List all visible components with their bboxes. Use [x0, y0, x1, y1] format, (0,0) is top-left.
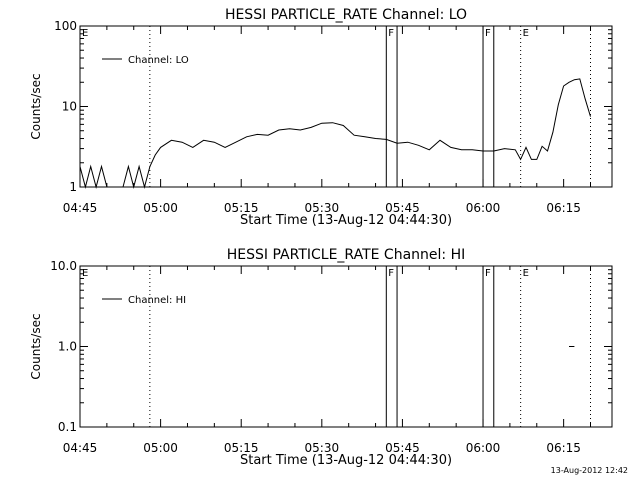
panel-1-x-axis-label: Start Time (13-Aug-12 04:44:30)	[240, 213, 452, 228]
panel-2-x-tick-label: 05:45	[385, 441, 420, 455]
panel-1-x-tick-label: 05:00	[143, 201, 178, 215]
panel-2-marker-label: F	[485, 268, 491, 279]
panel-1-plot-frame	[79, 25, 613, 188]
footer-timestamp: 13-Aug-2012 12:42	[550, 466, 628, 475]
panel-1-x-tick-label: 05:15	[224, 201, 259, 215]
panel-2-x-tick-label: 06:15	[546, 441, 581, 455]
panel-1-x-tick-label: 05:30	[305, 201, 340, 215]
panel-2-x-tick-label: 05:00	[143, 441, 178, 455]
panel-2-title: HESSI PARTICLE_RATE Channel: HI	[227, 247, 465, 263]
panel-2-x-tick-label: 04:45	[63, 441, 98, 455]
panel-1-y-axis-label: Counts/sec	[29, 73, 43, 139]
panel-1-legend-label: Channel: LO	[128, 55, 189, 66]
panel-1-marker-label: E	[82, 28, 88, 39]
panel-2-x-tick-label: 05:30	[305, 441, 340, 455]
panel-2-y-tick-label: 0.1	[58, 420, 77, 434]
panel-2-x-tick-label: 05:15	[224, 441, 259, 455]
panel-1-x-tick-label: 06:15	[546, 201, 581, 215]
panel-2-marker-label: F	[388, 268, 394, 279]
panel-1-marker-label: E	[523, 28, 529, 39]
panel-2-x-tick-label: 06:00	[466, 441, 501, 455]
panel-1-y-tick-label: 1	[69, 180, 77, 194]
panel-1-x-tick-label: 06:00	[466, 201, 501, 215]
panel-1-marker-label: F	[388, 28, 394, 39]
panel-2-marker-label: E	[82, 268, 88, 279]
panel-1-y-tick-label: 100	[54, 19, 77, 33]
panel-2-y-tick-label: 10.0	[50, 259, 77, 273]
panel-1-marker-label: F	[485, 28, 491, 39]
panel-2-plot-frame	[79, 265, 613, 428]
panel-2-legend-label: Channel: HI	[128, 295, 186, 306]
panel-2-x-axis-label: Start Time (13-Aug-12 04:44:30)	[240, 453, 452, 468]
panel-1-title: HESSI PARTICLE_RATE Channel: LO	[225, 7, 467, 23]
panel-2-y-tick-label: 1.0	[58, 340, 77, 354]
panel-2-y-axis-label: Counts/sec	[29, 313, 43, 379]
panel-1-y-tick-label: 10	[62, 100, 77, 114]
panel-1-x-tick-label: 05:45	[385, 201, 420, 215]
panel-1-series-line	[79, 78, 591, 189]
panel-1-x-tick-label: 04:45	[63, 201, 98, 215]
panel-2-marker-label: E	[523, 268, 529, 279]
